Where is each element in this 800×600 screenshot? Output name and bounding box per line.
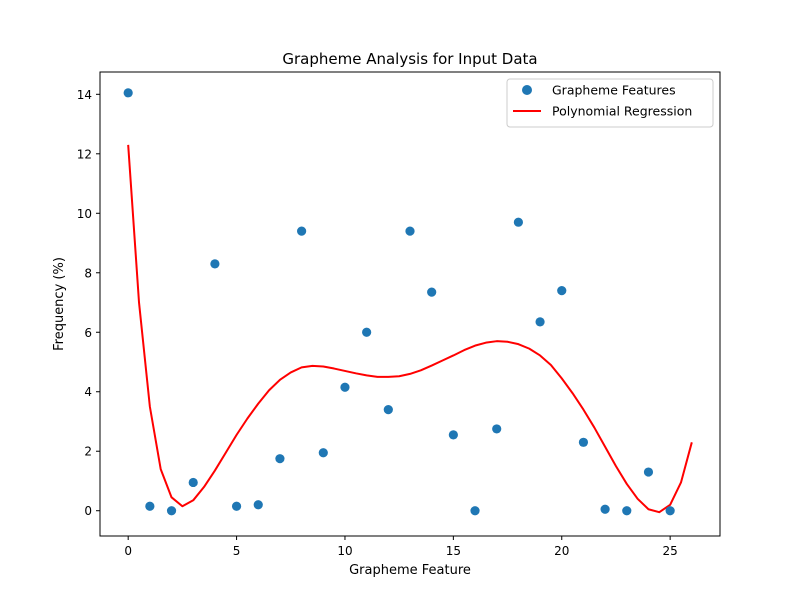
scatter-point bbox=[275, 454, 285, 464]
legend-label-grapheme-features: Grapheme Features bbox=[552, 83, 676, 98]
x-tick-label: 0 bbox=[124, 544, 132, 558]
scatter-point bbox=[535, 317, 545, 327]
scatter-point bbox=[513, 217, 523, 227]
scatter-point bbox=[578, 437, 589, 447]
y-tick-label: 2 bbox=[84, 445, 92, 459]
scatter-point bbox=[470, 506, 480, 516]
scatter-point bbox=[231, 501, 242, 511]
legend-box bbox=[506, 78, 714, 128]
y-tick-label: 12 bbox=[77, 147, 92, 161]
scatter-point bbox=[210, 259, 220, 269]
scatter-point bbox=[427, 287, 437, 297]
plot-area bbox=[123, 88, 693, 516]
x-tick-label: 5 bbox=[233, 544, 241, 558]
y-tick-label: 14 bbox=[77, 88, 92, 102]
x-axis-ticks: 0 5 10 15 20 25 bbox=[124, 536, 678, 558]
scatter-point bbox=[123, 88, 133, 98]
x-tick-label: 20 bbox=[554, 544, 569, 558]
y-tick-label: 0 bbox=[84, 504, 92, 518]
scatter-point bbox=[340, 382, 350, 392]
scatter-point bbox=[383, 404, 393, 415]
scatter-point bbox=[448, 430, 458, 440]
legend: Grapheme Features Polynomial Regression bbox=[506, 78, 714, 128]
scatter-point bbox=[362, 327, 372, 337]
scatter-point bbox=[557, 286, 567, 296]
x-axis-label: Grapheme Feature bbox=[349, 563, 471, 578]
scatter-point bbox=[492, 424, 502, 434]
scatter-point bbox=[253, 500, 263, 510]
plot-frame bbox=[99, 71, 721, 537]
regression-line bbox=[127, 144, 693, 514]
scatter-point bbox=[145, 501, 155, 511]
chart-title: Grapheme Analysis for Input Data bbox=[282, 50, 537, 68]
y-tick-label: 10 bbox=[77, 207, 92, 221]
scatter-point bbox=[665, 506, 675, 516]
scatter-point bbox=[188, 477, 198, 488]
legend-label-polynomial-regression: Polynomial Regression bbox=[552, 104, 692, 119]
scatter-point bbox=[643, 467, 654, 477]
legend-marker-grapheme-features bbox=[522, 85, 532, 95]
y-tick-label: 8 bbox=[84, 266, 92, 280]
scatter-point bbox=[166, 506, 177, 516]
y-tick-label: 6 bbox=[84, 326, 92, 340]
x-tick-label: 10 bbox=[337, 544, 352, 558]
x-tick-label: 25 bbox=[662, 544, 677, 558]
scatter-point bbox=[622, 506, 632, 516]
scatter-point bbox=[318, 448, 328, 458]
scatter-point bbox=[600, 504, 610, 514]
scatter-point bbox=[405, 226, 415, 236]
x-tick-label: 15 bbox=[446, 544, 461, 558]
scatter-point bbox=[297, 226, 307, 236]
y-axis-label: Frequency (%) bbox=[52, 257, 67, 351]
y-axis-ticks: 0 2 4 6 8 10 12 14 bbox=[77, 88, 100, 518]
y-tick-label: 4 bbox=[84, 385, 92, 399]
